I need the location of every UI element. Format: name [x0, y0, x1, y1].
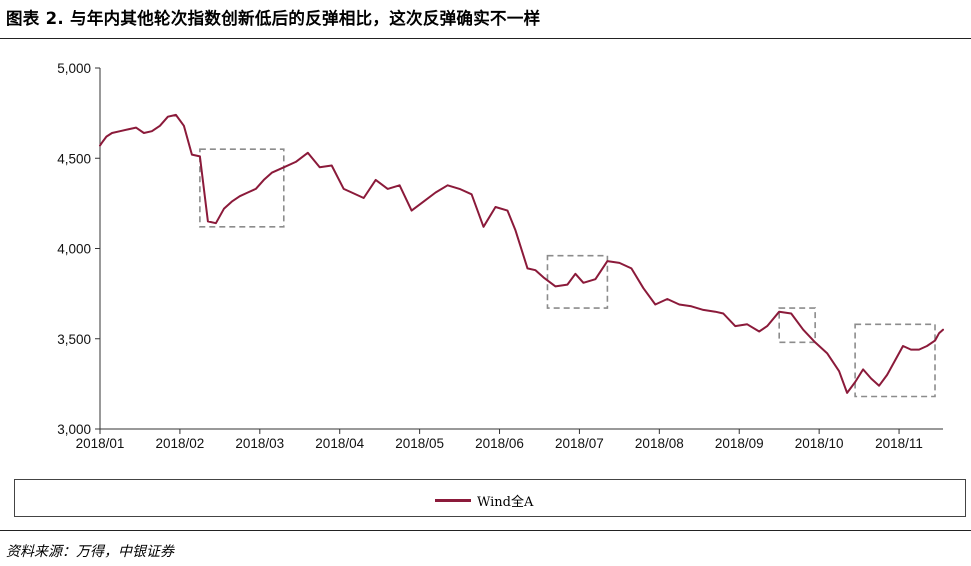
x-tick-label: 2018/09: [715, 436, 764, 451]
series-line: [99, 113, 944, 394]
y-axis: 3,000 3,500 4,000 4,500 5,000: [57, 61, 101, 437]
legend-label: Wind全A: [477, 495, 534, 510]
chart-title: 图表 2. 与年内其他轮次指数创新低后的反弹相比，这次反弹确实不一样: [6, 9, 541, 28]
x-tick-label: 2018/04: [315, 436, 364, 451]
x-tick-label: 2018/11: [875, 436, 923, 451]
x-tick-label: 2018/06: [475, 436, 524, 451]
x-axis: 2018/01 2018/02 2018/03 2018/04 2018/05 2018/…: [76, 428, 943, 451]
y-tick-label: 5,000: [57, 61, 91, 76]
legend-swatch: [435, 499, 471, 502]
x-tick-label: 2018/07: [555, 436, 604, 451]
legend-item: Wind全A: [435, 491, 533, 510]
x-tick-label: 2018/08: [635, 436, 684, 451]
highlight-boxes: [199, 148, 936, 398]
x-tick-label: 2018/05: [395, 436, 444, 451]
x-tick-label: 2018/10: [795, 436, 844, 451]
source-note: 资料来源：万得，中银证券: [6, 544, 174, 560]
x-tick-label: 2018/03: [235, 436, 284, 451]
y-tick-label: 4,500: [57, 151, 91, 166]
bottom-rule: [0, 530, 971, 531]
legend: Wind全A: [14, 479, 966, 517]
series-layer: [99, 113, 944, 394]
y-tick-label: 4,000: [57, 242, 91, 257]
highlight-box: [546, 254, 609, 309]
y-tick-label: 3,500: [57, 332, 91, 347]
highlight-box: [199, 148, 285, 228]
top-rule: [0, 38, 971, 39]
line-chart: 3,000 3,500 4,000 4,500 5,000 2018/01 2018/02…: [57, 61, 944, 451]
y-tick-label: 3,000: [57, 422, 91, 437]
x-tick-label: 2018/01: [76, 436, 125, 451]
highlight-box: [778, 307, 816, 344]
x-tick-label: 2018/02: [155, 436, 204, 451]
highlight-box: [854, 323, 936, 398]
